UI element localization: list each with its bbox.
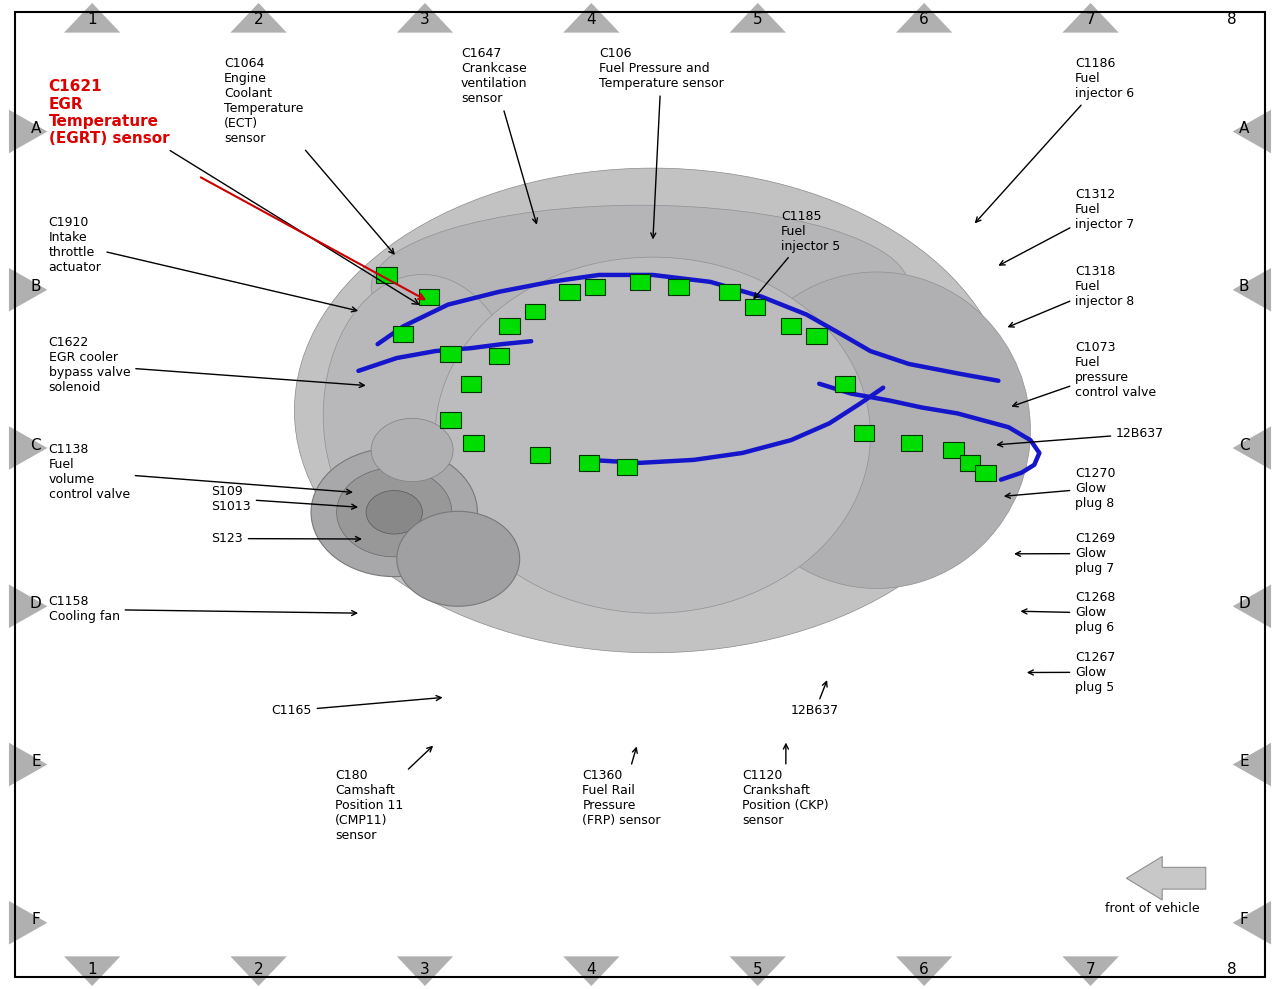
Text: C1267
Glow
plug 5: C1267 Glow plug 5 — [1028, 651, 1116, 693]
Bar — [559, 284, 580, 300]
Text: 8: 8 — [1226, 961, 1236, 977]
Text: F: F — [1240, 912, 1248, 928]
Bar — [440, 412, 461, 428]
Bar — [806, 328, 827, 344]
Polygon shape — [730, 956, 786, 986]
Polygon shape — [1233, 268, 1271, 312]
Text: S123: S123 — [211, 532, 361, 545]
Polygon shape — [896, 3, 952, 33]
Ellipse shape — [723, 272, 1030, 588]
Text: C1270
Glow
plug 8: C1270 Glow plug 8 — [1005, 467, 1116, 509]
Polygon shape — [64, 3, 120, 33]
Text: A: A — [1239, 121, 1249, 136]
Circle shape — [337, 468, 452, 557]
Bar — [585, 279, 605, 295]
Text: C180
Camshaft
Position 11
(CMP11)
sensor: C180 Camshaft Position 11 (CMP11) sensor — [335, 747, 433, 843]
Text: C1185
Fuel
injector 5: C1185 Fuel injector 5 — [754, 210, 840, 299]
Text: F: F — [32, 912, 40, 928]
Polygon shape — [64, 956, 120, 986]
Bar — [461, 376, 481, 392]
Bar — [943, 442, 964, 458]
Polygon shape — [563, 956, 620, 986]
Text: C1269
Glow
plug 7: C1269 Glow plug 7 — [1015, 532, 1115, 575]
Text: C1360
Fuel Rail
Pressure
(FRP) sensor: C1360 Fuel Rail Pressure (FRP) sensor — [582, 748, 660, 828]
Text: C106
Fuel Pressure and
Temperature sensor: C106 Fuel Pressure and Temperature senso… — [599, 47, 723, 238]
Text: C1064
Engine
Coolant
Temperature
(ECT)
sensor: C1064 Engine Coolant Temperature (ECT) s… — [224, 57, 394, 254]
Circle shape — [366, 491, 422, 534]
Text: C1073
Fuel
pressure
control valve: C1073 Fuel pressure control valve — [1012, 341, 1156, 406]
Text: E: E — [1239, 754, 1249, 769]
Text: C1165: C1165 — [271, 695, 442, 717]
Text: 3: 3 — [420, 961, 430, 977]
Text: front of vehicle: front of vehicle — [1105, 902, 1199, 915]
Text: C1138
Fuel
volume
control valve: C1138 Fuel volume control valve — [49, 443, 352, 501]
Text: C: C — [31, 437, 41, 453]
Bar — [376, 267, 397, 283]
FancyArrow shape — [1126, 856, 1206, 900]
Text: C1621
EGR
Temperature
(EGRT) sensor: C1621 EGR Temperature (EGRT) sensor — [49, 79, 419, 305]
Bar — [525, 304, 545, 319]
Text: 4: 4 — [586, 12, 596, 28]
Text: 5: 5 — [753, 12, 763, 28]
Text: C1158
Cooling fan: C1158 Cooling fan — [49, 595, 357, 623]
Bar — [668, 279, 689, 295]
Text: 5: 5 — [753, 961, 763, 977]
Polygon shape — [730, 3, 786, 33]
Text: 7: 7 — [1085, 961, 1096, 977]
Ellipse shape — [435, 257, 870, 613]
Text: B: B — [1239, 279, 1249, 295]
Text: 8: 8 — [1226, 12, 1236, 28]
Bar — [630, 274, 650, 290]
Bar — [440, 346, 461, 362]
Polygon shape — [397, 3, 453, 33]
Text: 4: 4 — [586, 961, 596, 977]
Bar — [579, 455, 599, 471]
Ellipse shape — [371, 206, 909, 369]
Bar — [975, 465, 996, 481]
Polygon shape — [896, 956, 952, 986]
Text: 3: 3 — [420, 12, 430, 28]
Text: C1622
EGR cooler
bypass valve
solenoid: C1622 EGR cooler bypass valve solenoid — [49, 336, 365, 395]
Text: C1186
Fuel
injector 6: C1186 Fuel injector 6 — [975, 57, 1134, 223]
Polygon shape — [9, 110, 47, 153]
Polygon shape — [1233, 584, 1271, 628]
Bar — [901, 435, 922, 451]
Text: C: C — [1239, 437, 1249, 453]
Polygon shape — [1233, 901, 1271, 944]
Bar — [781, 318, 801, 334]
Ellipse shape — [324, 274, 522, 556]
Polygon shape — [1233, 110, 1271, 153]
Bar — [393, 326, 413, 342]
Bar — [719, 284, 740, 300]
Polygon shape — [9, 743, 47, 786]
Text: C1647
Crankcase
ventilation
sensor: C1647 Crankcase ventilation sensor — [461, 47, 538, 224]
Text: 6: 6 — [919, 12, 929, 28]
Bar — [499, 318, 520, 334]
Bar — [463, 435, 484, 451]
Text: 2: 2 — [253, 961, 264, 977]
Text: 12B637: 12B637 — [997, 427, 1165, 447]
Text: 2: 2 — [253, 12, 264, 28]
Text: D: D — [29, 595, 42, 611]
Text: S109
S1013: S109 S1013 — [211, 485, 357, 512]
Polygon shape — [1233, 743, 1271, 786]
Text: C1268
Glow
plug 6: C1268 Glow plug 6 — [1021, 591, 1116, 634]
Text: C1910
Intake
throttle
actuator: C1910 Intake throttle actuator — [49, 216, 357, 312]
Text: 6: 6 — [919, 961, 929, 977]
Text: C1312
Fuel
injector 7: C1312 Fuel injector 7 — [1000, 188, 1134, 265]
Text: 12B637: 12B637 — [791, 681, 840, 717]
Polygon shape — [397, 956, 453, 986]
Polygon shape — [1233, 426, 1271, 470]
Text: 7: 7 — [1085, 12, 1096, 28]
Bar — [745, 299, 765, 315]
Polygon shape — [230, 956, 287, 986]
Polygon shape — [9, 584, 47, 628]
Circle shape — [311, 448, 477, 577]
Polygon shape — [563, 3, 620, 33]
Text: D: D — [1238, 595, 1251, 611]
Bar — [489, 348, 509, 364]
Polygon shape — [1062, 956, 1119, 986]
Circle shape — [397, 511, 520, 606]
Text: E: E — [31, 754, 41, 769]
Bar — [854, 425, 874, 441]
